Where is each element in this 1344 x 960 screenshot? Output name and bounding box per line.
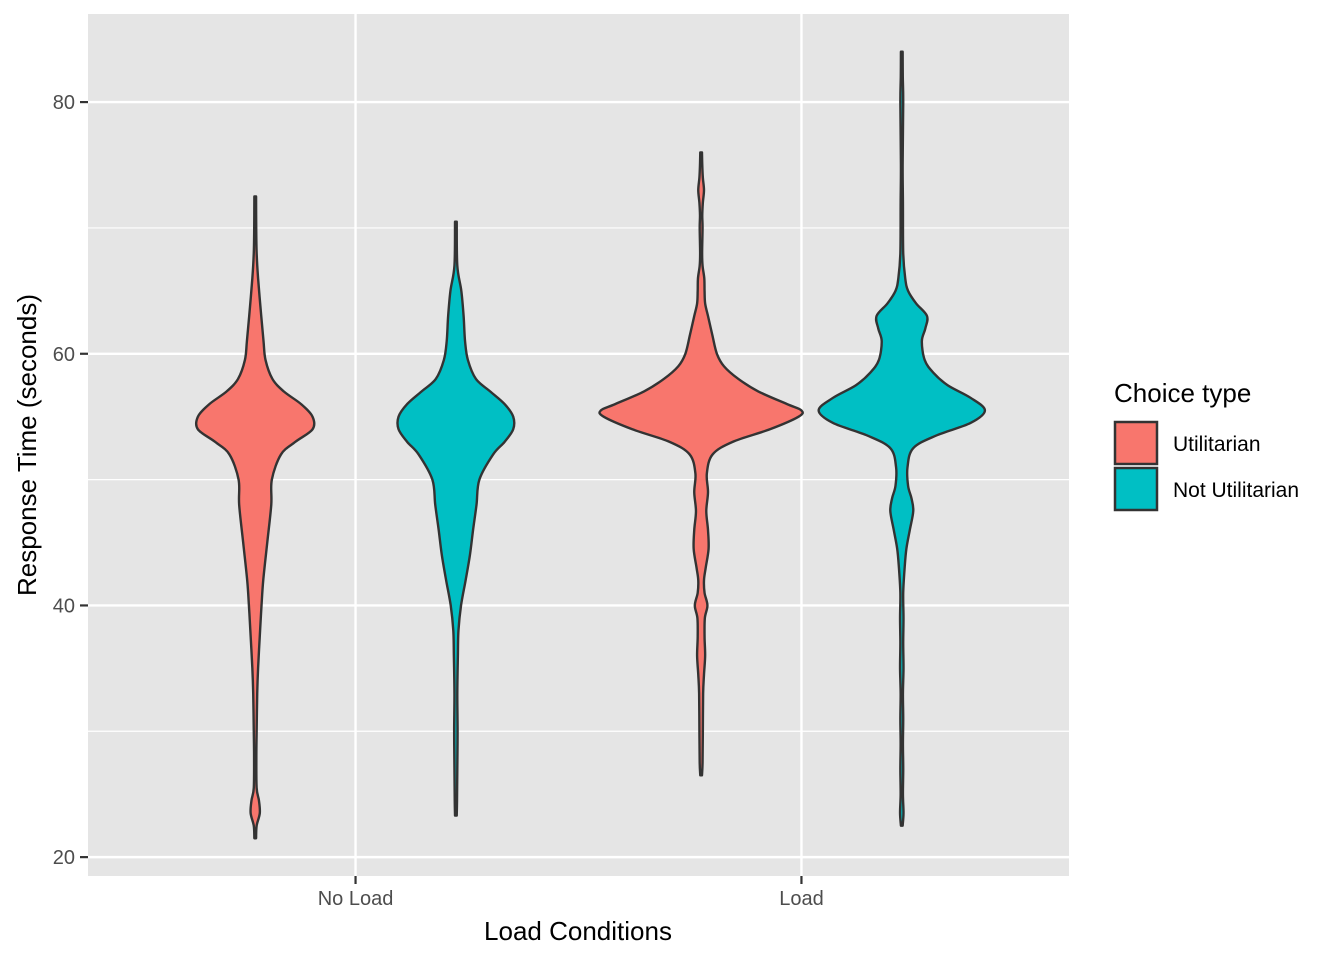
- axes: 20 40 60 80 No Load Load: [53, 92, 824, 910]
- violin-not-utilitarian-load: [817, 50, 987, 827]
- legend-label-utilitarian: Utilitarian: [1173, 433, 1261, 456]
- legend-key-not-utilitarian: [1113, 466, 1159, 512]
- x-axis-title: Load Conditions: [484, 916, 672, 946]
- violin-utilitarian-no-load: [194, 195, 316, 840]
- legend: Choice type Utilitarian Not Utilitarian: [1113, 378, 1299, 512]
- y-tick-label: 60: [53, 344, 75, 366]
- legend-label-not-utilitarian: Not Utilitarian: [1173, 479, 1299, 502]
- violins: [194, 50, 987, 840]
- violin-utilitarian-load: [598, 151, 804, 777]
- legend-title: Choice type: [1114, 378, 1251, 408]
- legend-key-utilitarian: [1113, 420, 1159, 466]
- x-tick-label: No Load: [318, 888, 394, 910]
- y-tick-label: 80: [53, 92, 75, 114]
- y-axis-title: Response Time (seconds): [12, 294, 42, 596]
- x-tick-label: Load: [779, 888, 824, 910]
- violin-not-utilitarian-no-load: [396, 220, 516, 817]
- y-tick-label: 40: [53, 595, 75, 617]
- y-tick-label: 20: [53, 847, 75, 869]
